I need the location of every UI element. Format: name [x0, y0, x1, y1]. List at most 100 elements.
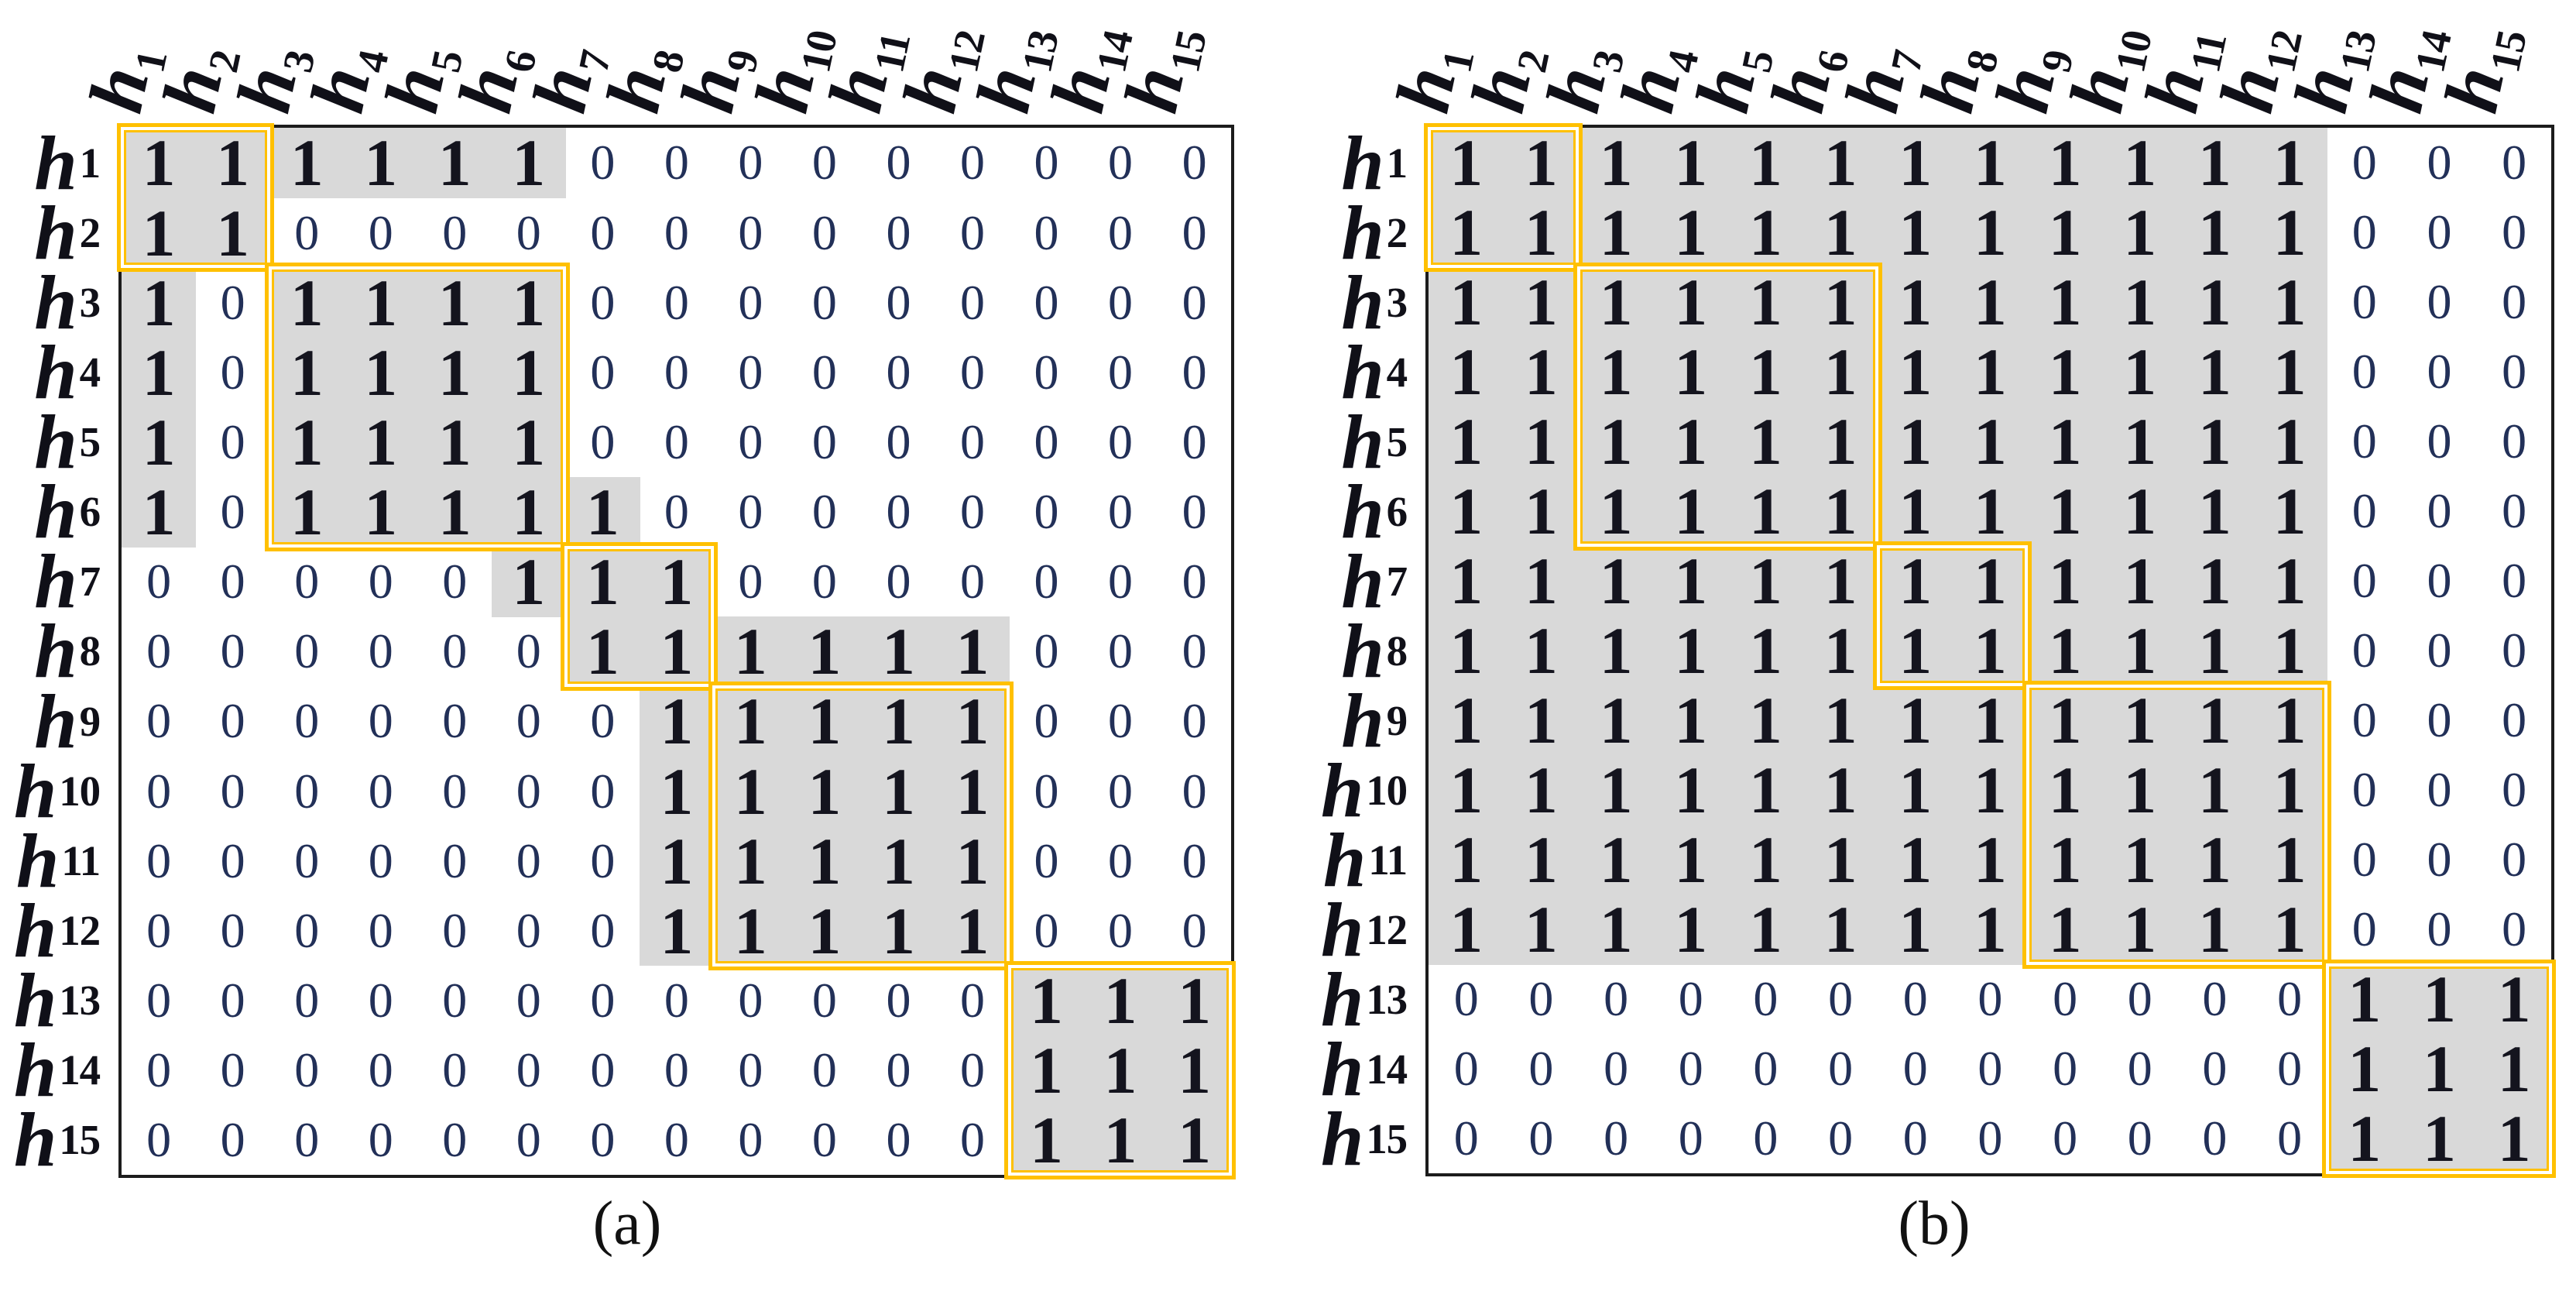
- cell-digit: 0: [1182, 554, 1207, 609]
- cell-digit: 1: [2272, 613, 2307, 688]
- matrix-cell: 1: [1878, 825, 1953, 895]
- cell-digit: 0: [220, 902, 245, 958]
- cell-digit: 1: [216, 125, 250, 201]
- matrix-cell: 1: [2102, 894, 2178, 965]
- matrix-cell: 0: [1429, 964, 1504, 1035]
- cell-digit: 1: [1748, 265, 1782, 340]
- cell-digit: 0: [516, 1042, 541, 1098]
- label-base: h: [34, 469, 77, 555]
- matrix-cell: 0: [1083, 895, 1158, 966]
- matrix-cell: 1: [2102, 195, 2178, 270]
- matrix-cell: 1: [2027, 546, 2103, 616]
- matrix-cell: 0: [269, 1105, 344, 1176]
- cell-digit: 1: [2048, 125, 2082, 201]
- cell-digit: 1: [660, 893, 694, 968]
- matrix-cell: 1: [1082, 1033, 1158, 1108]
- cell-digit: 1: [1973, 265, 2007, 340]
- cell-digit: 1: [1449, 474, 1484, 549]
- cell-digit: 1: [1899, 753, 1933, 828]
- cell-digit: 0: [146, 763, 172, 819]
- cell-digit: 0: [1108, 693, 1134, 749]
- cell-digit: 0: [811, 484, 837, 540]
- matrix-cell: 0: [787, 197, 862, 268]
- module-box-gap: [1428, 127, 1580, 268]
- matrix-cell: 0: [196, 337, 270, 407]
- matrix-cell: 0: [787, 407, 862, 478]
- cell-digit: 1: [216, 195, 250, 270]
- matrix-cell: 1: [2027, 476, 2103, 547]
- matrix-cell: 1: [1653, 546, 1729, 616]
- cell-digit: 0: [738, 554, 763, 609]
- matrix-cell: 0: [713, 1035, 787, 1106]
- cell-digit: 0: [516, 902, 541, 958]
- matrix-cell: 0: [640, 1035, 714, 1106]
- matrix-cell: 0: [344, 1105, 418, 1176]
- row-label: h 14: [1196, 1026, 1408, 1112]
- matrix-cell: 1: [1952, 476, 2029, 547]
- matrix-cell: 1: [1429, 755, 1504, 826]
- cell-digit: 0: [738, 274, 763, 330]
- matrix-cell: 1: [1653, 267, 1729, 338]
- cell-digit: 1: [1524, 265, 1558, 340]
- matrix-cell: 0: [2327, 128, 2402, 198]
- cell-digit: 1: [2422, 962, 2456, 1037]
- matrix-cell: 0: [122, 756, 196, 826]
- label-subscript: 3: [1386, 278, 1408, 326]
- cell-digit: 1: [1674, 753, 1708, 828]
- cell-digit: 0: [959, 484, 985, 540]
- matrix-cell: 0: [196, 267, 270, 338]
- cell-digit: 1: [2497, 1032, 2531, 1107]
- matrix-cell: 0: [1009, 197, 1083, 268]
- matrix-cell: 0: [713, 128, 787, 198]
- cell-digit: 1: [2123, 265, 2157, 340]
- matrix-cell: 1: [1878, 894, 1953, 965]
- matrix-cell: 1: [1878, 755, 1953, 826]
- cell-digit: 1: [660, 614, 694, 689]
- cell-digit: 1: [437, 265, 472, 340]
- module-box-gap: [121, 127, 271, 269]
- matrix-cell: 0: [787, 477, 862, 548]
- matrix-cell: 1: [491, 337, 566, 408]
- matrix-cell: 0: [861, 477, 935, 548]
- module-box-gap: [712, 685, 1010, 967]
- matrix-cell: 1: [1952, 894, 2029, 965]
- matrix-cell: 0: [935, 547, 1010, 617]
- matrix-cell: 1: [1952, 825, 2029, 895]
- matrix-cell: 0: [1878, 1104, 1953, 1174]
- cell-digit: 0: [146, 554, 172, 609]
- matrix-cell: 1: [1503, 128, 1580, 198]
- cell-digit: 0: [220, 274, 245, 330]
- matrix-cell: 0: [196, 756, 270, 826]
- cell-digit: 0: [1182, 344, 1207, 400]
- cell-digit: 1: [1449, 195, 1484, 270]
- cell-digit: 1: [1103, 1033, 1137, 1108]
- matrix-cell: 0: [935, 337, 1010, 407]
- label-subscript: 12: [59, 906, 101, 954]
- cell-digit: 1: [2123, 195, 2157, 270]
- cell-digit: 0: [738, 973, 763, 1028]
- cell-digit: 1: [808, 754, 842, 829]
- cell-digit: 0: [2351, 623, 2377, 678]
- matrix-cell: 1: [565, 546, 640, 617]
- module-box: [2022, 681, 2332, 969]
- module-box-inner: [2029, 688, 2325, 962]
- cell-digit: 0: [664, 1112, 689, 1168]
- matrix-cell: 1: [1578, 337, 1654, 407]
- cell-digit: 0: [738, 204, 763, 260]
- matrix-cell: 1: [1952, 546, 2029, 616]
- matrix-cell: 1: [1578, 128, 1654, 198]
- cell-digit: 0: [886, 344, 911, 400]
- cell-digit: 0: [2351, 414, 2377, 469]
- matrix-cell: 1: [1878, 267, 1953, 338]
- cell-digit: 0: [220, 763, 245, 819]
- matrix-cell: 1: [1653, 685, 1729, 756]
- cell-digit: 0: [442, 1042, 468, 1098]
- matrix-cell: 1: [269, 476, 345, 548]
- cell-digit: 1: [290, 265, 324, 340]
- row-label: h 10: [0, 748, 101, 834]
- cell-digit: 1: [2422, 1101, 2456, 1176]
- matrix-cell: 0: [1009, 267, 1083, 338]
- cell-digit: 1: [437, 404, 472, 479]
- matrix-cell: 0: [1504, 964, 1579, 1035]
- cell-digit: 0: [1034, 902, 1059, 958]
